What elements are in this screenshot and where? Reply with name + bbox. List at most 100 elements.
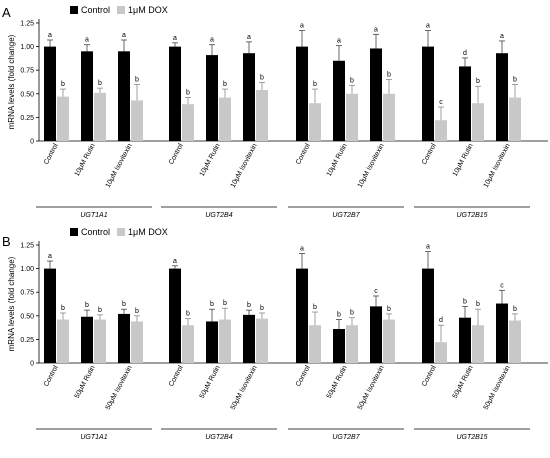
bar-dox bbox=[383, 93, 395, 141]
sig-letter-dox: b bbox=[98, 307, 102, 314]
sig-letter-control: b bbox=[85, 302, 89, 309]
bar-dox bbox=[472, 325, 484, 363]
y-tick-label: 0.50 bbox=[20, 313, 34, 320]
legend-label-control: Control bbox=[81, 5, 110, 15]
sig-letter-dox: b bbox=[476, 78, 480, 85]
sig-letter-control: a bbox=[247, 34, 251, 41]
legend-label-dox: 1μM DOX bbox=[128, 227, 168, 237]
bar-dox bbox=[182, 104, 194, 141]
legend-swatch-dox bbox=[117, 6, 125, 14]
sig-letter-control: a bbox=[337, 38, 341, 45]
bar-dox bbox=[435, 120, 447, 141]
sig-letter-control: d bbox=[463, 50, 467, 57]
sig-letter-control: a bbox=[500, 33, 504, 40]
bar-control bbox=[459, 317, 471, 363]
y-tick-label: 0.75 bbox=[20, 290, 34, 297]
sig-letter-dox: b bbox=[476, 301, 480, 308]
bar-control bbox=[496, 303, 508, 363]
panel-label: A bbox=[2, 5, 11, 20]
legend-swatch-control bbox=[70, 6, 78, 14]
gene-label: UGT2B7 bbox=[332, 212, 360, 219]
sig-letter-dox: b bbox=[387, 306, 391, 313]
sig-letter-control: b bbox=[463, 298, 467, 305]
sig-letter-control: a bbox=[48, 32, 52, 39]
bar-control bbox=[333, 60, 345, 142]
y-tick-label: 1.00 bbox=[20, 44, 34, 51]
sig-letter-control: a bbox=[48, 253, 52, 260]
bar-dox bbox=[309, 103, 321, 141]
bar-dox bbox=[383, 319, 395, 363]
sig-letter-control: a bbox=[173, 258, 177, 265]
bar-control bbox=[44, 46, 56, 141]
sig-letter-dox: b bbox=[313, 304, 317, 311]
legend-swatch-dox bbox=[117, 228, 125, 236]
bar-control bbox=[206, 55, 218, 141]
bar-control bbox=[169, 268, 181, 363]
gene-label: UGT2B15 bbox=[456, 434, 487, 441]
sig-letter-dox: b bbox=[135, 76, 139, 83]
bar-dox bbox=[346, 93, 358, 141]
sig-letter-control: a bbox=[426, 244, 430, 251]
gene-label: UGT2B7 bbox=[332, 434, 360, 441]
sig-letter-control: c bbox=[500, 282, 504, 289]
bar-dox bbox=[94, 319, 106, 363]
y-tick-label: 1.25 bbox=[20, 243, 34, 250]
sig-letter-dox: b bbox=[313, 81, 317, 88]
sig-letter-control: b bbox=[337, 312, 341, 319]
gene-label: UGT1A1 bbox=[80, 212, 107, 219]
sig-letter-control: a bbox=[173, 35, 177, 42]
y-tick-label: 0.50 bbox=[20, 91, 34, 98]
sig-letter-control: b bbox=[247, 302, 251, 309]
bar-control bbox=[81, 51, 93, 141]
legend-label-dox: 1μM DOX bbox=[128, 5, 168, 15]
y-axis-title: mRNA levels (fold change) bbox=[7, 34, 16, 129]
bar-control bbox=[118, 51, 130, 141]
gene-label: UGT2B4 bbox=[205, 434, 232, 441]
bar-control bbox=[81, 316, 93, 363]
sig-letter-dox: b bbox=[61, 81, 65, 88]
gene-label: UGT1A1 bbox=[80, 434, 107, 441]
sig-letter-dox: b bbox=[135, 308, 139, 315]
bar-control bbox=[333, 329, 345, 363]
bar-control bbox=[422, 46, 434, 141]
sig-letter-dox: b bbox=[513, 306, 517, 313]
bar-control bbox=[296, 46, 308, 141]
bar-dox bbox=[182, 325, 194, 363]
sig-letter-control: a bbox=[210, 37, 214, 44]
bar-dox bbox=[219, 319, 231, 363]
y-tick-label: 1.00 bbox=[20, 266, 34, 273]
bar-control bbox=[296, 268, 308, 363]
sig-letter-control: b bbox=[210, 301, 214, 308]
bar-control bbox=[206, 321, 218, 363]
legend: Control 1μM DOX bbox=[70, 5, 168, 15]
bar-control bbox=[459, 66, 471, 141]
sig-letter-dox: b bbox=[223, 81, 227, 88]
bar-control bbox=[169, 46, 181, 141]
sig-letter-control: a bbox=[85, 37, 89, 44]
y-axis-title: mRNA levels (fold change) bbox=[7, 256, 16, 351]
bar-control bbox=[118, 313, 130, 363]
bar-dox bbox=[509, 320, 521, 363]
y-tick-label: 0 bbox=[30, 139, 34, 146]
sig-letter-dox: b bbox=[513, 76, 517, 83]
bar-dox bbox=[94, 92, 106, 141]
bar-dox bbox=[435, 342, 447, 363]
sig-letter-control: a bbox=[300, 23, 304, 30]
y-tick-label: 0 bbox=[30, 361, 34, 368]
sig-letter-dox: c bbox=[439, 99, 443, 106]
sig-letter-control: c bbox=[374, 288, 378, 295]
bar-dox bbox=[57, 319, 69, 363]
legend: Control 1μM DOX bbox=[70, 227, 168, 237]
bar-control bbox=[370, 48, 382, 141]
y-tick-label: 0.25 bbox=[20, 337, 34, 344]
bar-dox bbox=[346, 325, 358, 363]
bar-dox bbox=[131, 100, 143, 141]
sig-letter-dox: b bbox=[387, 72, 391, 79]
y-tick-label: 0.75 bbox=[20, 68, 34, 75]
bar-control bbox=[243, 314, 255, 363]
sig-letter-dox: b bbox=[61, 305, 65, 312]
sig-letter-dox: d bbox=[439, 317, 443, 324]
gene-label: UGT2B4 bbox=[205, 212, 232, 219]
